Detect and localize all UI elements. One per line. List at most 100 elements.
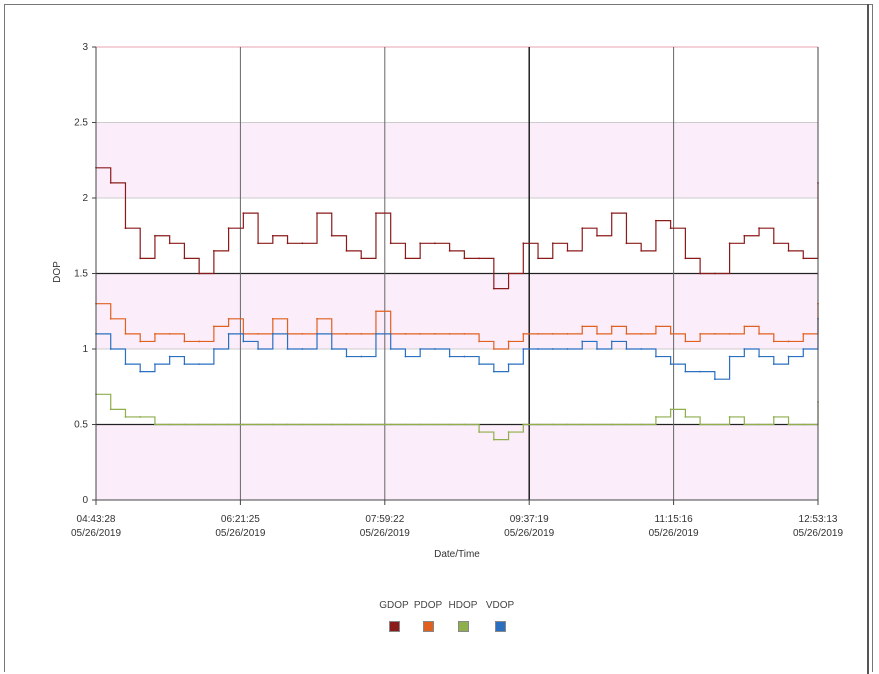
series-point-pdop [271,317,274,320]
series-point-vdop [522,348,525,350]
series-point-hdop [345,423,348,426]
series-point-hdop [596,423,598,426]
series-point-vdop [758,355,760,358]
series-point-vdop [596,348,598,350]
series-point-vdop [551,348,554,350]
series-point-gdop [581,227,584,230]
series-point-pdop [419,333,422,335]
series-point-vdop [684,370,687,373]
series-point-vdop [713,378,716,381]
series-line-pdop [96,303,819,350]
series-point-hdop [301,423,304,426]
series-point-pdop [743,325,746,328]
series-point-pdop [684,340,687,343]
legend-label-gdop: GDOP [379,600,409,611]
series-point-vdop [610,340,613,343]
series-point-hdop [625,423,628,426]
series-point-vdop [139,370,142,373]
series-point-vdop [124,363,127,365]
series-point-hdop [316,423,318,426]
legend-swatch-gdop [388,621,400,632]
series-point-vdop [463,355,466,358]
x-tick-date-2: 05/26/2019 [360,528,410,539]
series-point-hdop [154,423,156,426]
shaded-band-2 [96,122,818,198]
x-tick-time-4: 11:15:16 [655,514,694,525]
series-point-pdop [109,317,112,320]
series-line-hdop [96,393,819,441]
series-point-pdop [787,340,790,343]
series-point-hdop [183,423,186,426]
series-point-vdop [242,340,245,343]
series-point-vdop [168,355,171,358]
series-point-vdop [537,348,539,350]
series-point-pdop [581,325,584,328]
x-tick-time-2: 07:59:22 [365,514,404,525]
legend-item-hdop: HDOP [438,600,488,637]
legend-swatch-hdop [457,621,469,632]
series-point-hdop [492,438,495,441]
series-point-hdop [522,423,525,426]
series-point-pdop [345,333,348,335]
y-tick-label-4: 2 [82,193,88,204]
series-point-hdop [433,423,436,426]
series-point-vdop [389,348,392,350]
legend-swatch-pdop [422,621,434,632]
series-point-gdop [330,234,333,237]
series-point-hdop [360,423,363,426]
series-point-vdop [507,363,510,365]
series-point-gdop [448,249,451,252]
series-point-vdop [433,348,436,350]
series-point-hdop [478,431,481,433]
series-point-hdop [566,423,569,426]
series-point-gdop [124,227,127,230]
series-point-pdop [168,333,171,335]
series-point-hdop [257,423,259,426]
series-point-gdop [802,257,805,260]
series-point-gdop [345,249,348,252]
series-point-gdop [154,234,156,237]
series-point-vdop [802,348,805,350]
series-point-gdop [419,242,422,245]
series-point-hdop [713,423,716,426]
y-tick-label-2: 1 [82,344,88,355]
frame-right-edge [867,4,869,674]
series-point-pdop [551,333,554,335]
series-point-hdop [743,423,746,426]
series-point-hdop [212,423,215,426]
series-point-gdop [522,242,525,245]
series-point-pdop [566,333,569,335]
series-point-vdop [316,333,318,335]
series-point-vdop [772,363,775,365]
legend-label-pdop: PDOP [413,600,443,611]
chart-series [95,166,819,441]
series-point-vdop [655,355,657,358]
series-point-vdop [286,348,289,350]
series-point-vdop [581,340,584,343]
series-point-hdop [227,423,230,426]
legend-item-vdop: VDOP [475,600,525,637]
series-point-gdop [183,257,186,260]
series-point-gdop [787,249,790,252]
series-point-pdop [198,340,201,343]
series-point-vdop [375,333,377,335]
series-point-gdop [168,242,171,245]
series-point-vdop [271,333,274,335]
series-point-pdop [492,348,495,350]
x-tick-time-5: 12:53:13 [799,514,838,525]
series-point-gdop [537,257,539,260]
legend-label-vdop: VDOP [485,600,515,611]
x-axis-label: Date/Time [434,549,480,560]
y-tick-label-3: 1.5 [74,269,88,280]
series-point-pdop [212,325,215,328]
series-point-gdop [655,219,657,222]
series-point-vdop [330,348,333,350]
series-point-gdop [699,272,702,275]
x-tick-date-4: 05/26/2019 [649,528,699,539]
series-point-pdop [758,333,760,335]
series-point-gdop [492,287,495,290]
series-point-pdop [463,333,466,335]
series-point-vdop [419,348,422,350]
series-point-hdop [389,423,392,426]
series-point-vdop [345,355,348,358]
